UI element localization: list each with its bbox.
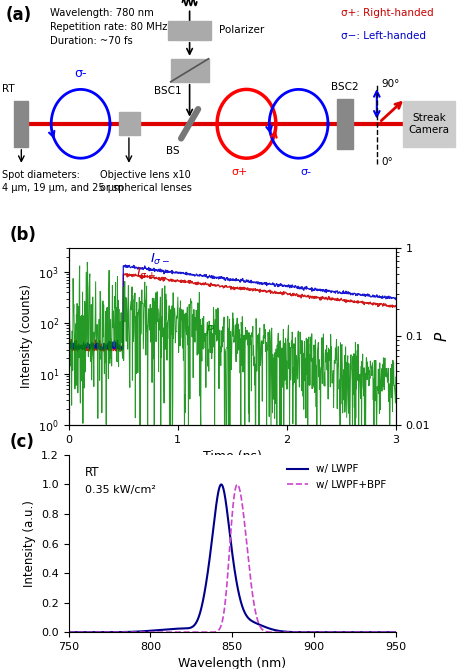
Line: w/ LWPF+BPF: w/ LWPF+BPF — [69, 484, 396, 632]
Text: Objective lens x10
or spherical lenses: Objective lens x10 or spherical lenses — [100, 170, 191, 193]
Text: Wavelength: 780 nm
Repetition rate: 80 MHz
Duration: ~70 fs: Wavelength: 780 nm Repetition rate: 80 M… — [50, 9, 167, 46]
Text: $I_{\sigma+}$: $I_{\sigma+}$ — [137, 266, 157, 282]
w/ LWPF — [216, 484, 222, 492]
Text: σ-: σ- — [300, 167, 311, 177]
w/ LWPF+BPF — [235, 480, 240, 488]
w/ LWPF+BPF — [82, 628, 88, 636]
Text: Polarizer: Polarizer — [219, 25, 264, 35]
Text: 0°: 0° — [382, 157, 393, 167]
Text: Spot diameters:
4 μm, 19 μm, and 25 μm: Spot diameters: 4 μm, 19 μm, and 25 μm — [2, 170, 124, 193]
w/ LWPF+BPF — [225, 570, 231, 578]
Text: (a): (a) — [6, 6, 32, 24]
w/ LWPF+BPF — [324, 628, 329, 636]
w/ LWPF+BPF — [216, 626, 222, 634]
Text: σ-: σ- — [74, 67, 87, 80]
Text: (b): (b) — [10, 226, 36, 244]
Text: $I_{\sigma-}$: $I_{\sigma-}$ — [150, 252, 171, 267]
X-axis label: Time (ns): Time (ns) — [203, 450, 262, 463]
Text: σ−: Left-handed: σ−: Left-handed — [341, 31, 426, 41]
w/ LWPF — [219, 480, 224, 488]
X-axis label: Wavelength (nm): Wavelength (nm) — [178, 658, 286, 669]
Text: σ+: Right-handed: σ+: Right-handed — [341, 9, 434, 18]
w/ LWPF — [324, 628, 329, 636]
Bar — [14, 101, 28, 147]
Text: 90°: 90° — [382, 79, 400, 89]
Bar — [337, 98, 353, 149]
Bar — [403, 101, 455, 147]
w/ LWPF+BPF — [383, 628, 389, 636]
Text: RT: RT — [85, 466, 100, 478]
w/ LWPF+BPF — [383, 628, 389, 636]
w/ LWPF — [383, 628, 389, 636]
w/ LWPF+BPF — [393, 628, 399, 636]
Text: 0.35 kW/cm²: 0.35 kW/cm² — [85, 485, 156, 495]
Bar — [168, 21, 211, 40]
Line: w/ LWPF: w/ LWPF — [69, 484, 396, 632]
Bar — [118, 112, 140, 135]
Text: BSC2: BSC2 — [331, 82, 358, 92]
Y-axis label: Intensity (counts): Intensity (counts) — [20, 284, 33, 388]
w/ LWPF — [393, 628, 399, 636]
Text: BS: BS — [166, 146, 180, 156]
Text: σ+: σ+ — [231, 167, 247, 177]
w/ LWPF — [66, 628, 72, 636]
Text: Streak
Camera: Streak Camera — [409, 113, 449, 134]
Legend: w/ LWPF, w/ LWPF+BPF: w/ LWPF, w/ LWPF+BPF — [283, 460, 391, 494]
w/ LWPF — [225, 514, 231, 522]
Text: RT: RT — [2, 84, 14, 94]
w/ LWPF+BPF — [66, 628, 72, 636]
w/ LWPF — [383, 628, 389, 636]
Bar — [171, 59, 209, 82]
Text: (c): (c) — [10, 434, 35, 452]
Text: $P$: $P$ — [205, 324, 215, 337]
Text: BSC1: BSC1 — [155, 86, 182, 96]
Y-axis label: P: P — [434, 332, 449, 341]
w/ LWPF — [82, 628, 88, 636]
Y-axis label: Intensity (a.u.): Intensity (a.u.) — [23, 500, 36, 587]
